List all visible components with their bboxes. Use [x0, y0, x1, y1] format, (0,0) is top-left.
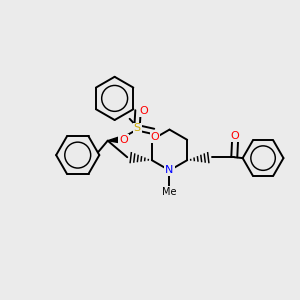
- Text: O: O: [231, 131, 239, 141]
- Text: O: O: [119, 135, 128, 145]
- Text: Me: Me: [162, 187, 177, 197]
- Text: O: O: [139, 106, 148, 116]
- Polygon shape: [108, 137, 120, 143]
- Text: S: S: [134, 123, 141, 134]
- Text: N: N: [165, 165, 174, 176]
- Text: O: O: [151, 132, 160, 142]
